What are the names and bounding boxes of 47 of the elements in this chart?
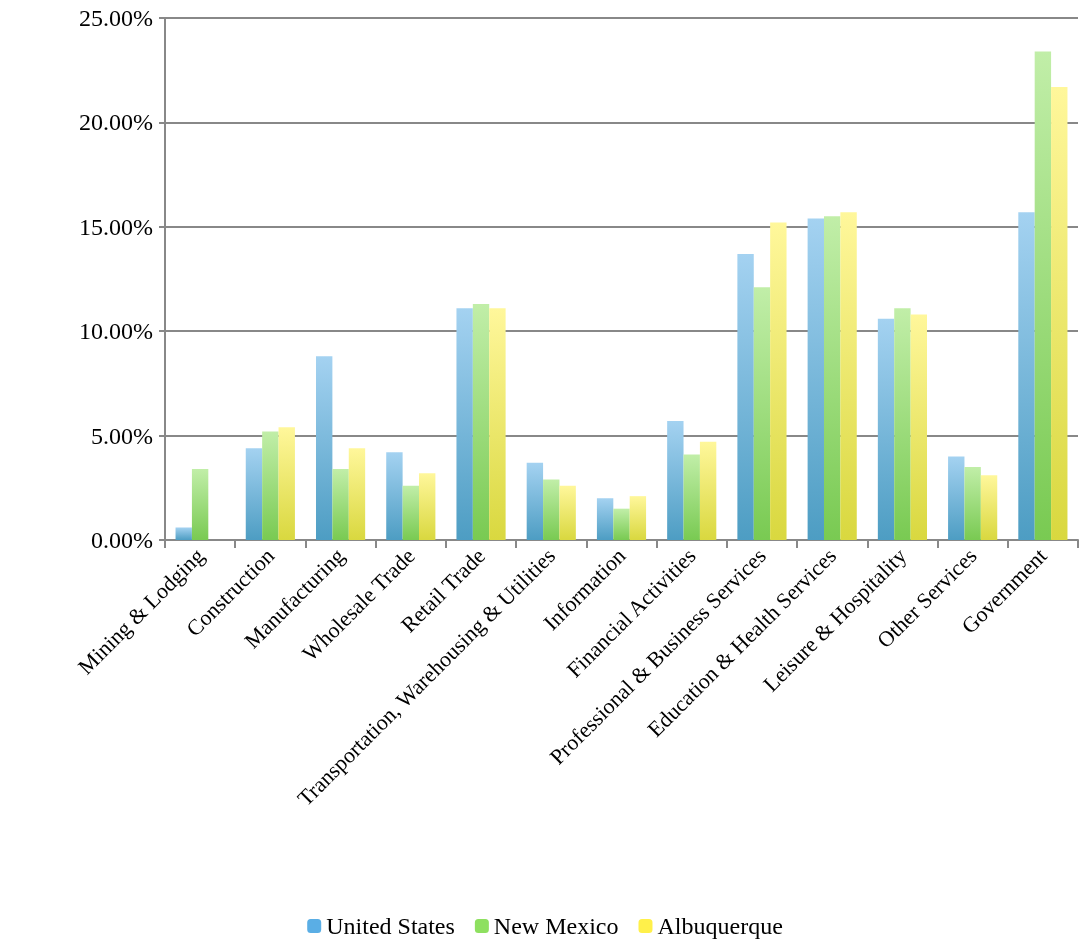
bar (543, 479, 560, 540)
bar (262, 431, 279, 540)
bar (753, 287, 771, 540)
y-tick-label: 0.00% (91, 527, 153, 553)
bar (472, 304, 490, 540)
bar (1051, 86, 1068, 540)
bar (699, 441, 717, 540)
bar (770, 222, 787, 540)
bar (629, 496, 647, 540)
bar (559, 485, 576, 540)
bar (526, 462, 544, 540)
bar (348, 448, 366, 540)
bar (191, 469, 209, 540)
bar (419, 473, 436, 540)
bar (489, 308, 506, 540)
y-tick-label: 15.00% (79, 213, 153, 240)
bar (278, 427, 295, 540)
y-tick-label: 10.00% (79, 318, 153, 345)
bar (910, 314, 927, 540)
bar (840, 212, 857, 540)
bar (386, 452, 403, 540)
bar (683, 454, 700, 540)
bar (316, 356, 333, 540)
y-tick-label: 25.00% (79, 5, 153, 31)
bar (402, 485, 419, 540)
legend-label: Albuquerque (657, 913, 783, 939)
bar (824, 216, 841, 540)
bar (1018, 212, 1035, 540)
bar (245, 448, 263, 540)
bar (948, 456, 965, 540)
legend-label: United States (326, 913, 455, 939)
bar (877, 318, 895, 540)
y-tick-label: 5.00% (91, 422, 153, 449)
bar (807, 218, 824, 540)
bar (1034, 51, 1052, 540)
bar (332, 469, 349, 540)
bar (964, 466, 981, 540)
bar (613, 508, 630, 540)
bar (980, 475, 998, 540)
bar (894, 308, 911, 540)
legend-label: New Mexico (493, 913, 619, 939)
bar (667, 420, 684, 540)
bar (175, 527, 192, 540)
bar (737, 253, 754, 540)
y-tick-label: 20.00% (79, 109, 153, 136)
bar (456, 308, 473, 540)
bar (596, 498, 614, 540)
